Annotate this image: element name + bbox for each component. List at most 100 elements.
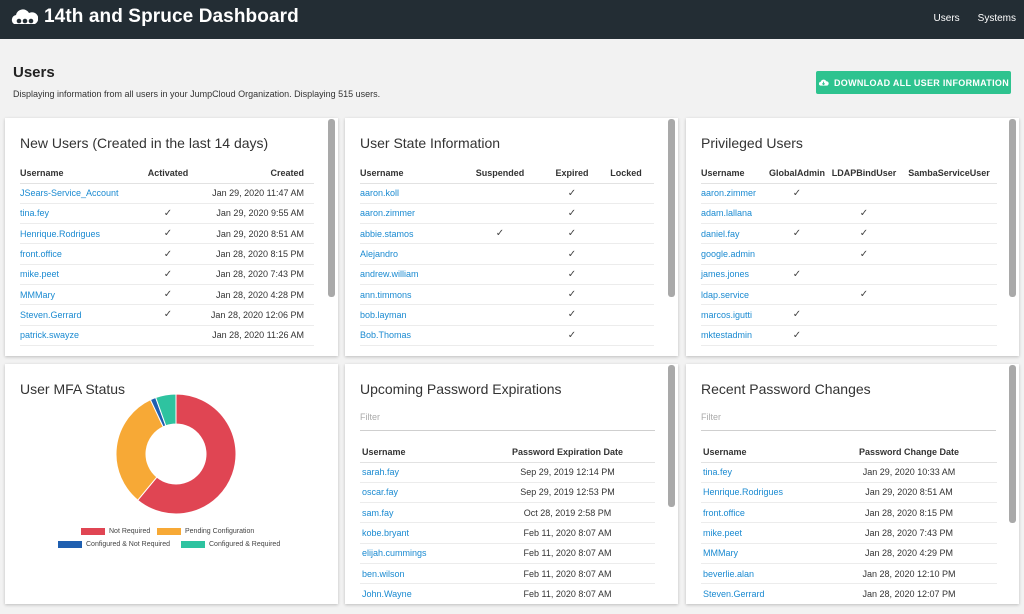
username-link[interactable]: mktestadmin	[701, 325, 767, 346]
change-date: Jan 29, 2020 10:33 AM	[821, 462, 997, 483]
username-link[interactable]: ben.wilson	[360, 563, 480, 585]
username-link[interactable]: oscar.fay	[360, 482, 480, 504]
brand[interactable]: 14th and Spruce Dashboard	[10, 6, 299, 28]
username-link[interactable]: mike.peet	[701, 522, 821, 544]
legend-item[interactable]: Configured & Required	[181, 541, 280, 548]
username-link[interactable]: Henrique.Rodrigues	[20, 223, 135, 245]
activated-check: ✓	[135, 304, 201, 326]
expired-check: ✓	[546, 223, 598, 245]
username-link[interactable]: Steven.Gerrard	[701, 583, 821, 604]
username-link[interactable]: bob.layman	[360, 304, 454, 326]
scrollbar[interactable]	[668, 119, 675, 297]
download-all-button[interactable]: DOWNLOAD ALL USER INFORMATION	[816, 71, 1011, 94]
username-link[interactable]: MMMary	[20, 284, 135, 306]
legend-label: Configured & Not Required	[86, 541, 171, 548]
table-row: ldap.service ✓	[701, 284, 997, 306]
username-link[interactable]: tina.fey	[20, 203, 135, 225]
username-link[interactable]: tina.fey	[701, 462, 821, 483]
username-link[interactable]: Bob.Thomas	[360, 325, 454, 346]
col-header-suspended: Suspended	[454, 164, 546, 184]
legend-item[interactable]: Pending Configuration	[157, 528, 254, 535]
table-row: james.jones ✓	[701, 264, 997, 285]
locked-check	[598, 264, 654, 285]
legend-item[interactable]: Configured & Not Required	[58, 541, 170, 548]
scrollbar[interactable]	[328, 119, 335, 297]
cloud-logo-icon	[11, 9, 38, 24]
col-header-username: Username	[701, 164, 767, 184]
expiration-date: Feb 11, 2020 8:07 AM	[480, 543, 655, 564]
username-link[interactable]: patrick.swayze	[20, 325, 135, 346]
activated-check	[135, 325, 201, 346]
username-link[interactable]: daniel.fay	[701, 223, 767, 245]
legend-swatch	[58, 541, 82, 548]
username-link[interactable]: marcos.igutti	[701, 304, 767, 326]
slice-configured-required[interactable]	[155, 393, 177, 427]
username-link[interactable]: elijah.cummings	[360, 543, 480, 564]
locked-check	[598, 203, 654, 225]
username-link[interactable]: adam.lallana	[701, 203, 767, 225]
username-link[interactable]: ldap.service	[701, 284, 767, 306]
username-link[interactable]: andrew.william	[360, 264, 454, 285]
username-link[interactable]: aaron.zimmer	[360, 203, 454, 225]
legend-item[interactable]: Not Required	[81, 528, 150, 535]
table-row: tina.fey ✓ Jan 29, 2020 9:55 AM	[20, 203, 314, 225]
ldapbinduser-check: ✓	[827, 243, 901, 265]
username-link[interactable]: sarah.fay	[360, 462, 480, 483]
col-header-expiration-date: Password Expiration Date	[480, 443, 655, 463]
mfa-donut-chart	[115, 393, 237, 515]
legend-label: Not Required	[109, 528, 151, 535]
expiration-date: Sep 29, 2019 12:14 PM	[480, 462, 655, 483]
username-link[interactable]: ann.timmons	[360, 284, 454, 306]
username-link[interactable]: abbie.stamos	[360, 223, 454, 245]
username-link[interactable]: aaron.zimmer	[701, 183, 767, 204]
ldapbinduser-check: ✓	[827, 284, 901, 306]
username-link[interactable]: John.Wayne	[360, 583, 480, 604]
suspended-check	[454, 304, 546, 326]
table-row: MMMary ✓ Jan 28, 2020 4:28 PM	[20, 284, 314, 306]
col-header-locked: Locked	[598, 164, 654, 184]
scrollbar[interactable]	[1009, 365, 1016, 523]
username-link[interactable]: front.office	[701, 502, 821, 524]
created-date: Jan 29, 2020 8:51 AM	[201, 223, 314, 245]
table-row: abbie.stamos ✓ ✓	[360, 223, 654, 245]
scrollbar[interactable]	[668, 365, 675, 507]
username-link[interactable]: james.jones	[701, 264, 767, 285]
filter-underline	[360, 430, 655, 431]
username-link[interactable]: sam.fay	[360, 502, 480, 524]
username-link[interactable]: google.admin	[701, 243, 767, 265]
col-header-globaladmin: GlobalAdmin	[767, 164, 827, 184]
username-link[interactable]: Henrique.Rodrigues	[701, 482, 821, 504]
card-title: Privileged Users	[701, 135, 803, 151]
username-link[interactable]: front.office	[20, 243, 135, 265]
globaladmin-check: ✓	[767, 223, 827, 245]
table-row: ann.timmons ✓	[360, 284, 654, 306]
nav-systems[interactable]: Systems	[977, 13, 1016, 24]
table-row: mktestadmin ✓	[701, 325, 997, 346]
table-row: John.Wayne Feb 11, 2020 8:07 AM	[360, 583, 655, 604]
username-link[interactable]: beverlie.alan	[701, 563, 821, 585]
table-row: andrew.william ✓	[360, 264, 654, 285]
username-link[interactable]: aaron.koll	[360, 183, 454, 204]
table-row: aaron.zimmer ✓	[701, 183, 997, 204]
privileged-users-table: Username GlobalAdmin LDAPBindUser SambaS…	[701, 164, 997, 346]
username-link[interactable]: JSears-Service_Account	[20, 183, 135, 204]
expired-check: ✓	[546, 264, 598, 285]
table-row: adam.lallana ✓	[701, 203, 997, 225]
suspended-check	[454, 243, 546, 265]
username-link[interactable]: mike.peet	[20, 264, 135, 285]
slice-pending-configuration[interactable]	[115, 399, 164, 501]
filter-input[interactable]: Filter	[360, 412, 380, 422]
slice-not-required[interactable]	[137, 393, 237, 515]
username-link[interactable]: MMMary	[701, 543, 821, 564]
username-link[interactable]: Steven.Gerrard	[20, 304, 135, 326]
table-row: front.office ✓ Jan 28, 2020 8:15 PM	[20, 243, 314, 265]
username-link[interactable]: Alejandro	[360, 243, 454, 265]
nav-users[interactable]: Users	[933, 13, 960, 24]
filter-input[interactable]: Filter	[701, 412, 721, 422]
change-date: Jan 28, 2020 12:07 PM	[821, 583, 997, 604]
cloud-download-icon	[818, 79, 829, 86]
username-link[interactable]: kobe.bryant	[360, 522, 480, 544]
scrollbar[interactable]	[1009, 119, 1016, 297]
legend-label: Pending Configuration	[185, 528, 255, 535]
expired-check: ✓	[546, 183, 598, 204]
